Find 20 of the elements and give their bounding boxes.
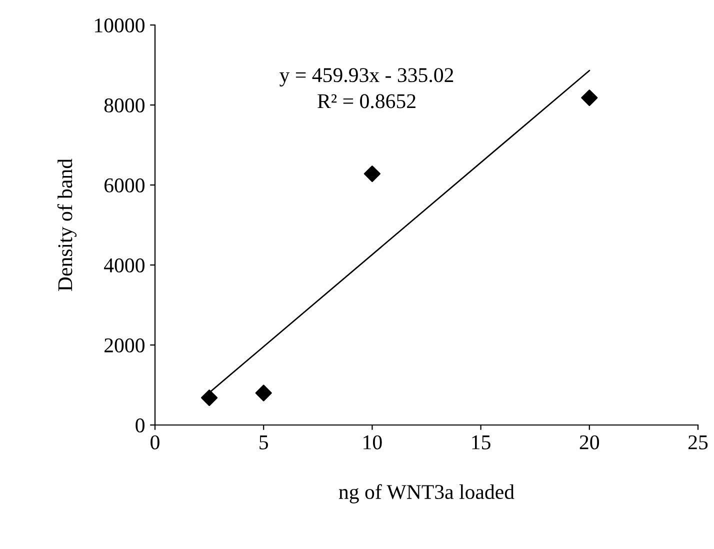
annotation: y = 459.93x - 335.02: [280, 68, 454, 86]
x-tick-label: 0: [150, 435, 160, 450]
annotation: R² = 0.8652: [318, 94, 416, 108]
y-tick-label: 2000: [104, 338, 144, 352]
y-tick-label: 4000: [104, 258, 144, 272]
x-tick-label: 10: [364, 435, 382, 450]
point: [364, 166, 380, 182]
x-tick-label: 25: [688, 435, 708, 450]
y-axis-title: Density of band: [57, 158, 77, 291]
x-tick-label: 15: [472, 435, 490, 450]
point: [581, 90, 598, 106]
y-tick-label: 6000: [104, 178, 144, 192]
point: [255, 384, 272, 402]
y-tick-label: 10000: [95, 18, 144, 32]
x-tick-label: 20: [580, 435, 600, 450]
point: [201, 390, 218, 406]
x-axis-title: ng of WNT3a loaded: [338, 484, 514, 504]
y-tick-label: 0: [136, 418, 144, 432]
x-tick-label: 5: [260, 436, 268, 450]
y-tick-label: 8000: [104, 98, 144, 112]
